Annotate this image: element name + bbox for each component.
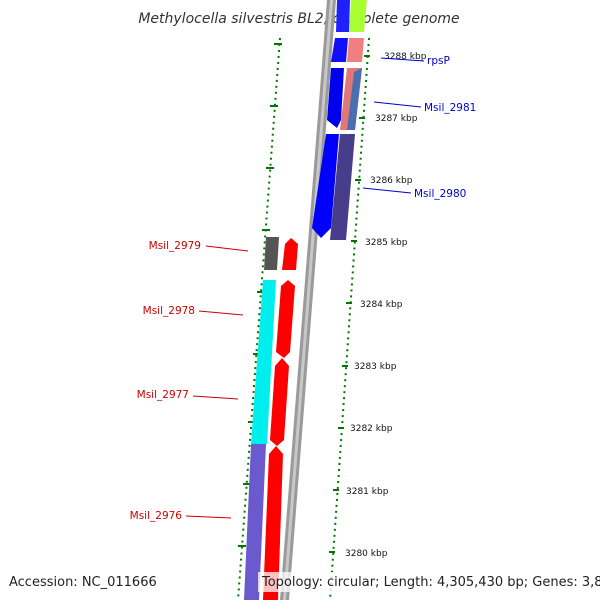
gene-label-rpsp: rpsP — [427, 55, 450, 67]
genome-backbone-highlight — [283, 0, 333, 600]
reverse-strand-features — [312, 0, 367, 240]
map-title: Methylocella silvestris BL2, complete ge… — [138, 11, 459, 27]
cds-msil-2979 — [282, 238, 298, 270]
inner-ruler — [237, 37, 281, 600]
gc-skew-neg-bottom — [244, 444, 266, 600]
cds-msil-2981 — [327, 68, 344, 128]
outer-ruler — [329, 37, 370, 600]
topology-text: Topology: circular; Length: 4,305,430 bp… — [261, 575, 600, 590]
cds-msil-2977 — [270, 358, 289, 446]
tick-label: 3281 kbp — [346, 487, 389, 497]
cds-rpsP — [331, 38, 348, 62]
tick-label: 3285 kbp — [365, 238, 408, 248]
tick-label: 3284 kbp — [360, 300, 403, 310]
gc-skew-light — [347, 38, 364, 62]
gene-label-leaders — [185, 57, 425, 519]
gene-labels: rpsP Msil_2981 Msil_2980 Msil_2979 Msil_… — [130, 55, 477, 522]
topology-backdrop — [258, 572, 594, 592]
tick-label: 3286 kbp — [370, 176, 413, 186]
tick-label: 3287 kbp — [375, 114, 418, 124]
tick-label: 3283 kbp — [354, 362, 397, 372]
tick-label: 3280 kbp — [345, 549, 388, 559]
tick-label: 3282 kbp — [350, 424, 393, 434]
trna-feature — [264, 237, 279, 270]
forward-strand-features — [244, 237, 298, 600]
gene-label-msil-2977: Msil_2977 — [137, 389, 189, 401]
accession-text: Accession: NC_011666 — [9, 575, 157, 590]
gene-label-msil-2980: Msil_2980 — [414, 188, 466, 200]
tick-labels: 3288 kbp 3287 kbp 3286 kbp 3285 kbp 3284… — [345, 52, 427, 559]
cds-rpsp-block — [336, 0, 350, 32]
gene-label-msil-2978: Msil_2978 — [143, 305, 195, 317]
cds-msil-2978 — [276, 280, 295, 358]
tick-label: 3288 kbp — [384, 52, 427, 62]
cds-msil-2976 — [263, 446, 283, 600]
gene-label-msil-2981: Msil_2981 — [424, 102, 476, 114]
gene-label-msil-2979: Msil_2979 — [149, 240, 201, 252]
rrna-feature — [251, 280, 276, 444]
gc-skew-neg-top — [330, 134, 355, 240]
gc-skew-top — [349, 0, 367, 32]
gc-skew-blue — [347, 68, 362, 130]
cds-msil-2980 — [312, 134, 339, 238]
gene-label-msil-2976: Msil_2976 — [130, 510, 183, 522]
